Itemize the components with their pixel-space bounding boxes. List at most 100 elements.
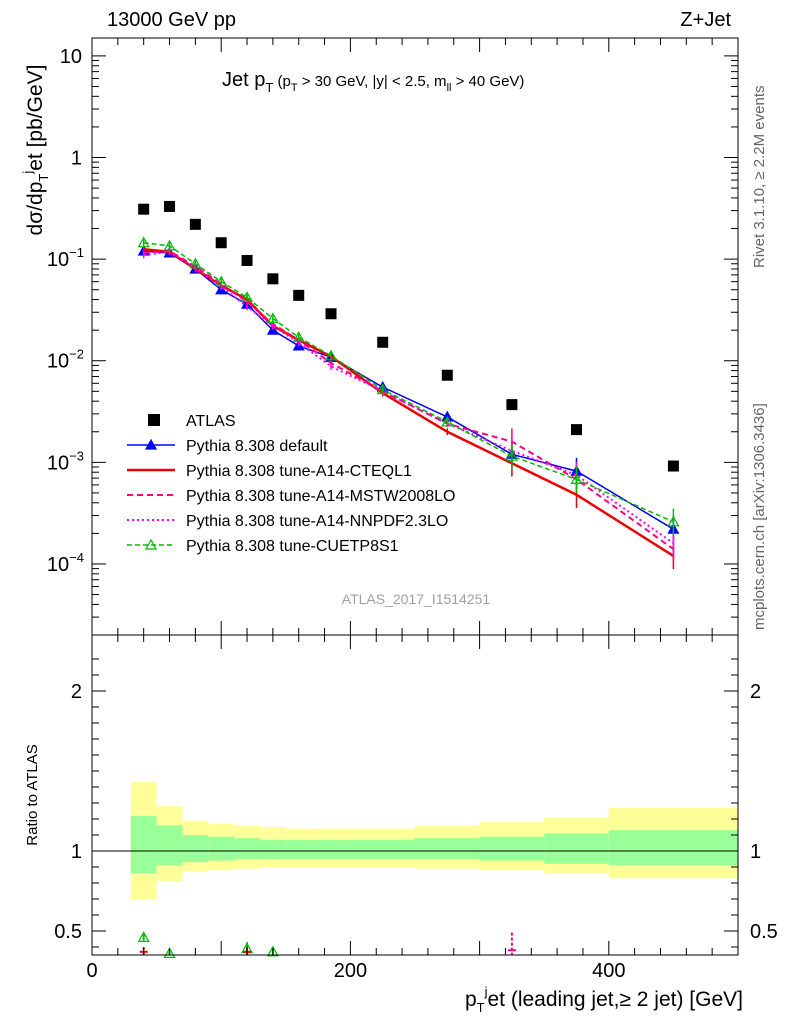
- title-main: Jet p: [222, 69, 265, 91]
- xlabel-a-sup: j: [484, 984, 488, 999]
- data-point-atlas: [667, 460, 679, 472]
- data-point: [241, 291, 254, 303]
- data-point: [189, 257, 202, 269]
- main-title: Jet pT (pT > 30 GeV, |y| < 2.5, mll > 40…: [222, 69, 524, 95]
- data-point-atlas: [441, 369, 453, 381]
- x-axis-label: pTjet (leading jet,≥ 2 jet) [GeV]: [465, 984, 743, 1015]
- rivet-label: Rivet 3.1.10, ≥ 2.2M events: [751, 86, 768, 269]
- data-point: [266, 312, 279, 324]
- legend-entry: Pythia 8.308 tune-CUETP8S1: [127, 538, 399, 555]
- title-cuts-pre: (p: [273, 73, 291, 90]
- ratio-y-tick-label: 1: [71, 841, 82, 863]
- ratio-marker: [266, 945, 279, 957]
- legend-marker: [148, 414, 160, 426]
- data-point-atlas: [267, 273, 279, 285]
- data-point-atlas: [325, 308, 337, 320]
- y-tick-label: 10−1: [47, 245, 84, 271]
- ratio-band-inner: [544, 833, 609, 864]
- data-point-atlas: [241, 254, 253, 266]
- ratio-band-inner: [208, 836, 235, 861]
- xlabel-b: et (leading jet,≥ 2 jet) [GeV]: [488, 988, 744, 1011]
- legend-marker: [144, 538, 158, 550]
- ratio-band-inner: [311, 839, 351, 859]
- data-point: [441, 415, 454, 427]
- data-point-atlas: [164, 200, 176, 212]
- legend-label: ATLAS: [186, 413, 236, 430]
- data-point: [163, 239, 176, 251]
- legend-label: Pythia 8.308 tune-CUETP8S1: [186, 538, 399, 555]
- ratio-y-tick-label: 2: [71, 681, 82, 703]
- data-point-atlas: [377, 336, 389, 348]
- title-cuts-mid: > 30 GeV, |y| < 2.5, m: [298, 73, 447, 90]
- header-right: Z+Jet: [680, 9, 731, 31]
- ylabel-a-sub: T: [36, 174, 51, 182]
- ratio-band-inner: [259, 839, 286, 859]
- ratio-marker: [137, 931, 150, 943]
- legend-entry: Pythia 8.308 tune-A14-CTEQL1: [127, 463, 412, 480]
- legend-label: Pythia 8.308 tune-A14-CTEQL1: [186, 463, 412, 480]
- main-ylabel: dσ/dpTjet [pb/GeV]: [20, 65, 51, 236]
- data-point-atlas: [571, 424, 582, 436]
- ratio-y-tick-label-right: 1: [750, 841, 761, 863]
- legend-entry: Pythia 8.308 tune-A14-NNPDF2.3LO: [127, 513, 448, 530]
- title-cuts-sub2: ll: [447, 82, 452, 94]
- ratio-band-inner: [234, 838, 260, 859]
- ratio-y-tick-label: 0.5: [54, 921, 82, 943]
- x-tick-label: 200: [334, 960, 367, 982]
- data-point-atlas: [215, 237, 227, 249]
- data-point: [137, 236, 150, 248]
- data-point: [215, 275, 228, 287]
- y-tick-label: 10−4: [47, 550, 84, 576]
- legend-entry: Pythia 8.308 default: [127, 438, 328, 455]
- legend-marker: [144, 438, 158, 450]
- ylabel-a-sup: j: [20, 171, 35, 175]
- ratio-band-inner: [285, 839, 312, 859]
- data-point: [266, 323, 279, 335]
- xlabel-a: p: [465, 988, 477, 1011]
- data-point: [292, 331, 305, 342]
- legend-label: Pythia 8.308 tune-A14-MSTW2008LO: [186, 488, 455, 505]
- ratio-marker: [163, 947, 176, 959]
- data-point: [376, 383, 389, 395]
- ratio-point: [137, 931, 150, 943]
- y-tick-label: 1: [71, 148, 82, 170]
- y-tick-label: 10: [60, 46, 82, 68]
- legend-label: Pythia 8.308 default: [186, 438, 328, 455]
- data-point-atlas: [293, 289, 305, 301]
- data-point: [570, 473, 583, 484]
- series-5: [137, 236, 680, 536]
- ratio-ylabel: Ratio to ATLAS: [24, 744, 41, 845]
- x-tick-label: 400: [592, 960, 625, 982]
- x-tick-label: 0: [86, 960, 97, 982]
- ratio-band-inner: [130, 815, 157, 874]
- data-point-atlas: [138, 203, 150, 215]
- data-point: [505, 449, 518, 461]
- ratio-frame: [91, 634, 739, 956]
- y-tick-label: 10−2: [47, 347, 84, 373]
- legend-entry: Pythia 8.308 tune-A14-MSTW2008LO: [127, 488, 455, 505]
- ylabel-a: dσ/dp: [24, 182, 47, 236]
- mcplots-label: mcplots.cern.ch [arXiv:1306.3436]: [751, 403, 768, 630]
- xlabel-a-sub: T: [477, 1000, 485, 1015]
- data-point-atlas: [506, 399, 518, 411]
- header-left: 13000 GeV pp: [107, 9, 236, 31]
- ratio-band-inner: [479, 836, 545, 861]
- y-tick-label: 10−3: [47, 448, 84, 474]
- ratio-band-inner: [415, 838, 480, 859]
- ratio-y-tick-label-right: 2: [750, 681, 761, 703]
- ylabel-b: et [pb/GeV]: [24, 65, 47, 171]
- watermark: ATLAS_2017_I1514251: [342, 591, 491, 607]
- title-cuts-post: > 40 GeV): [451, 73, 524, 90]
- axes: 10 1 10−1 10−2 10−3 10−4 0 200 400 0.5 0.5 1 1 2 2: [47, 37, 778, 982]
- title-main-sub: T: [265, 80, 273, 95]
- ratio-bands: [92, 782, 738, 899]
- legend: ATLAS Pythia 8.308 default Pythia 8.308 tu…: [127, 413, 455, 555]
- ratio-y-tick-label-right: 0.5: [750, 921, 778, 943]
- data-point: [667, 515, 680, 527]
- title-cuts-sub1: T: [291, 82, 298, 94]
- series-0: [138, 200, 679, 472]
- ratio-band-inner: [608, 830, 738, 866]
- ratio-band-inner: [350, 839, 415, 859]
- ratio-band-inner: [182, 835, 209, 863]
